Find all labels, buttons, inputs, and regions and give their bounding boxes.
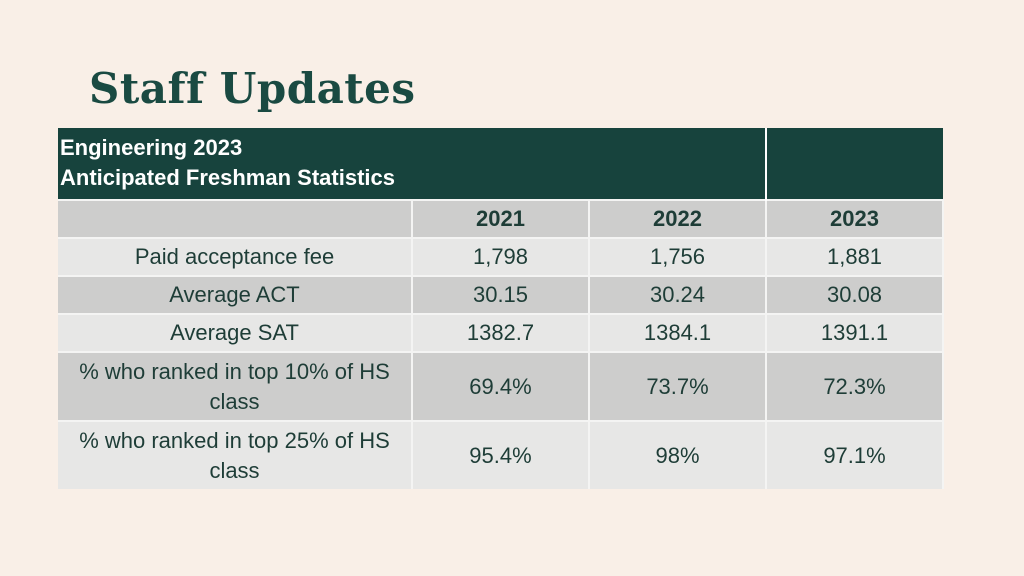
header-line-2: Anticipated Freshman Statistics bbox=[60, 165, 395, 190]
row-value: 1391.1 bbox=[766, 313, 945, 352]
row-value: 97.1% bbox=[766, 420, 945, 489]
row-value: 1382.7 bbox=[412, 313, 590, 352]
row-label: % who ranked in top 10% of HS class bbox=[58, 351, 413, 421]
year-2021: 2021 bbox=[412, 199, 590, 238]
table-row: % who ranked in top 10% of HS class 69.4… bbox=[58, 351, 945, 421]
row-value: 98% bbox=[589, 420, 768, 489]
table-header-row: Engineering 2023 Anticipated Freshman St… bbox=[58, 128, 944, 200]
table-row: % who ranked in top 25% of HS class 95.4… bbox=[58, 420, 945, 489]
freshman-stats-table: Engineering 2023 Anticipated Freshman St… bbox=[58, 128, 945, 489]
row-value: 30.15 bbox=[412, 275, 590, 314]
row-label: % who ranked in top 25% of HS class bbox=[58, 420, 413, 489]
row-value: 1,798 bbox=[412, 237, 590, 276]
row-value: 1,881 bbox=[766, 237, 945, 276]
year-2023: 2023 bbox=[766, 199, 945, 238]
row-value: 73.7% bbox=[589, 351, 768, 421]
year-2022: 2022 bbox=[589, 199, 768, 238]
row-label: Average SAT bbox=[58, 313, 413, 352]
header-line-1: Engineering 2023 bbox=[60, 135, 243, 160]
table-row: Average SAT 1382.7 1384.1 1391.1 bbox=[58, 313, 945, 352]
row-value: 95.4% bbox=[412, 420, 590, 489]
header-blank-cell bbox=[766, 128, 944, 200]
table-header: Engineering 2023 Anticipated Freshman St… bbox=[58, 128, 768, 200]
row-value: 69.4% bbox=[412, 351, 590, 421]
row-label: Average ACT bbox=[58, 275, 413, 314]
row-value: 1384.1 bbox=[589, 313, 768, 352]
row-value: 30.08 bbox=[766, 275, 945, 314]
row-value: 1,756 bbox=[589, 237, 768, 276]
table-row: Paid acceptance fee 1,798 1,756 1,881 bbox=[58, 237, 945, 276]
row-value: 30.24 bbox=[589, 275, 768, 314]
row-label: Paid acceptance fee bbox=[58, 237, 413, 276]
year-row: 2021 2022 2023 bbox=[58, 199, 945, 238]
table-row: Average ACT 30.15 30.24 30.08 bbox=[58, 275, 945, 314]
year-blank-cell bbox=[58, 199, 413, 238]
slide-title: Staff Updates bbox=[89, 64, 416, 113]
row-value: 72.3% bbox=[766, 351, 945, 421]
